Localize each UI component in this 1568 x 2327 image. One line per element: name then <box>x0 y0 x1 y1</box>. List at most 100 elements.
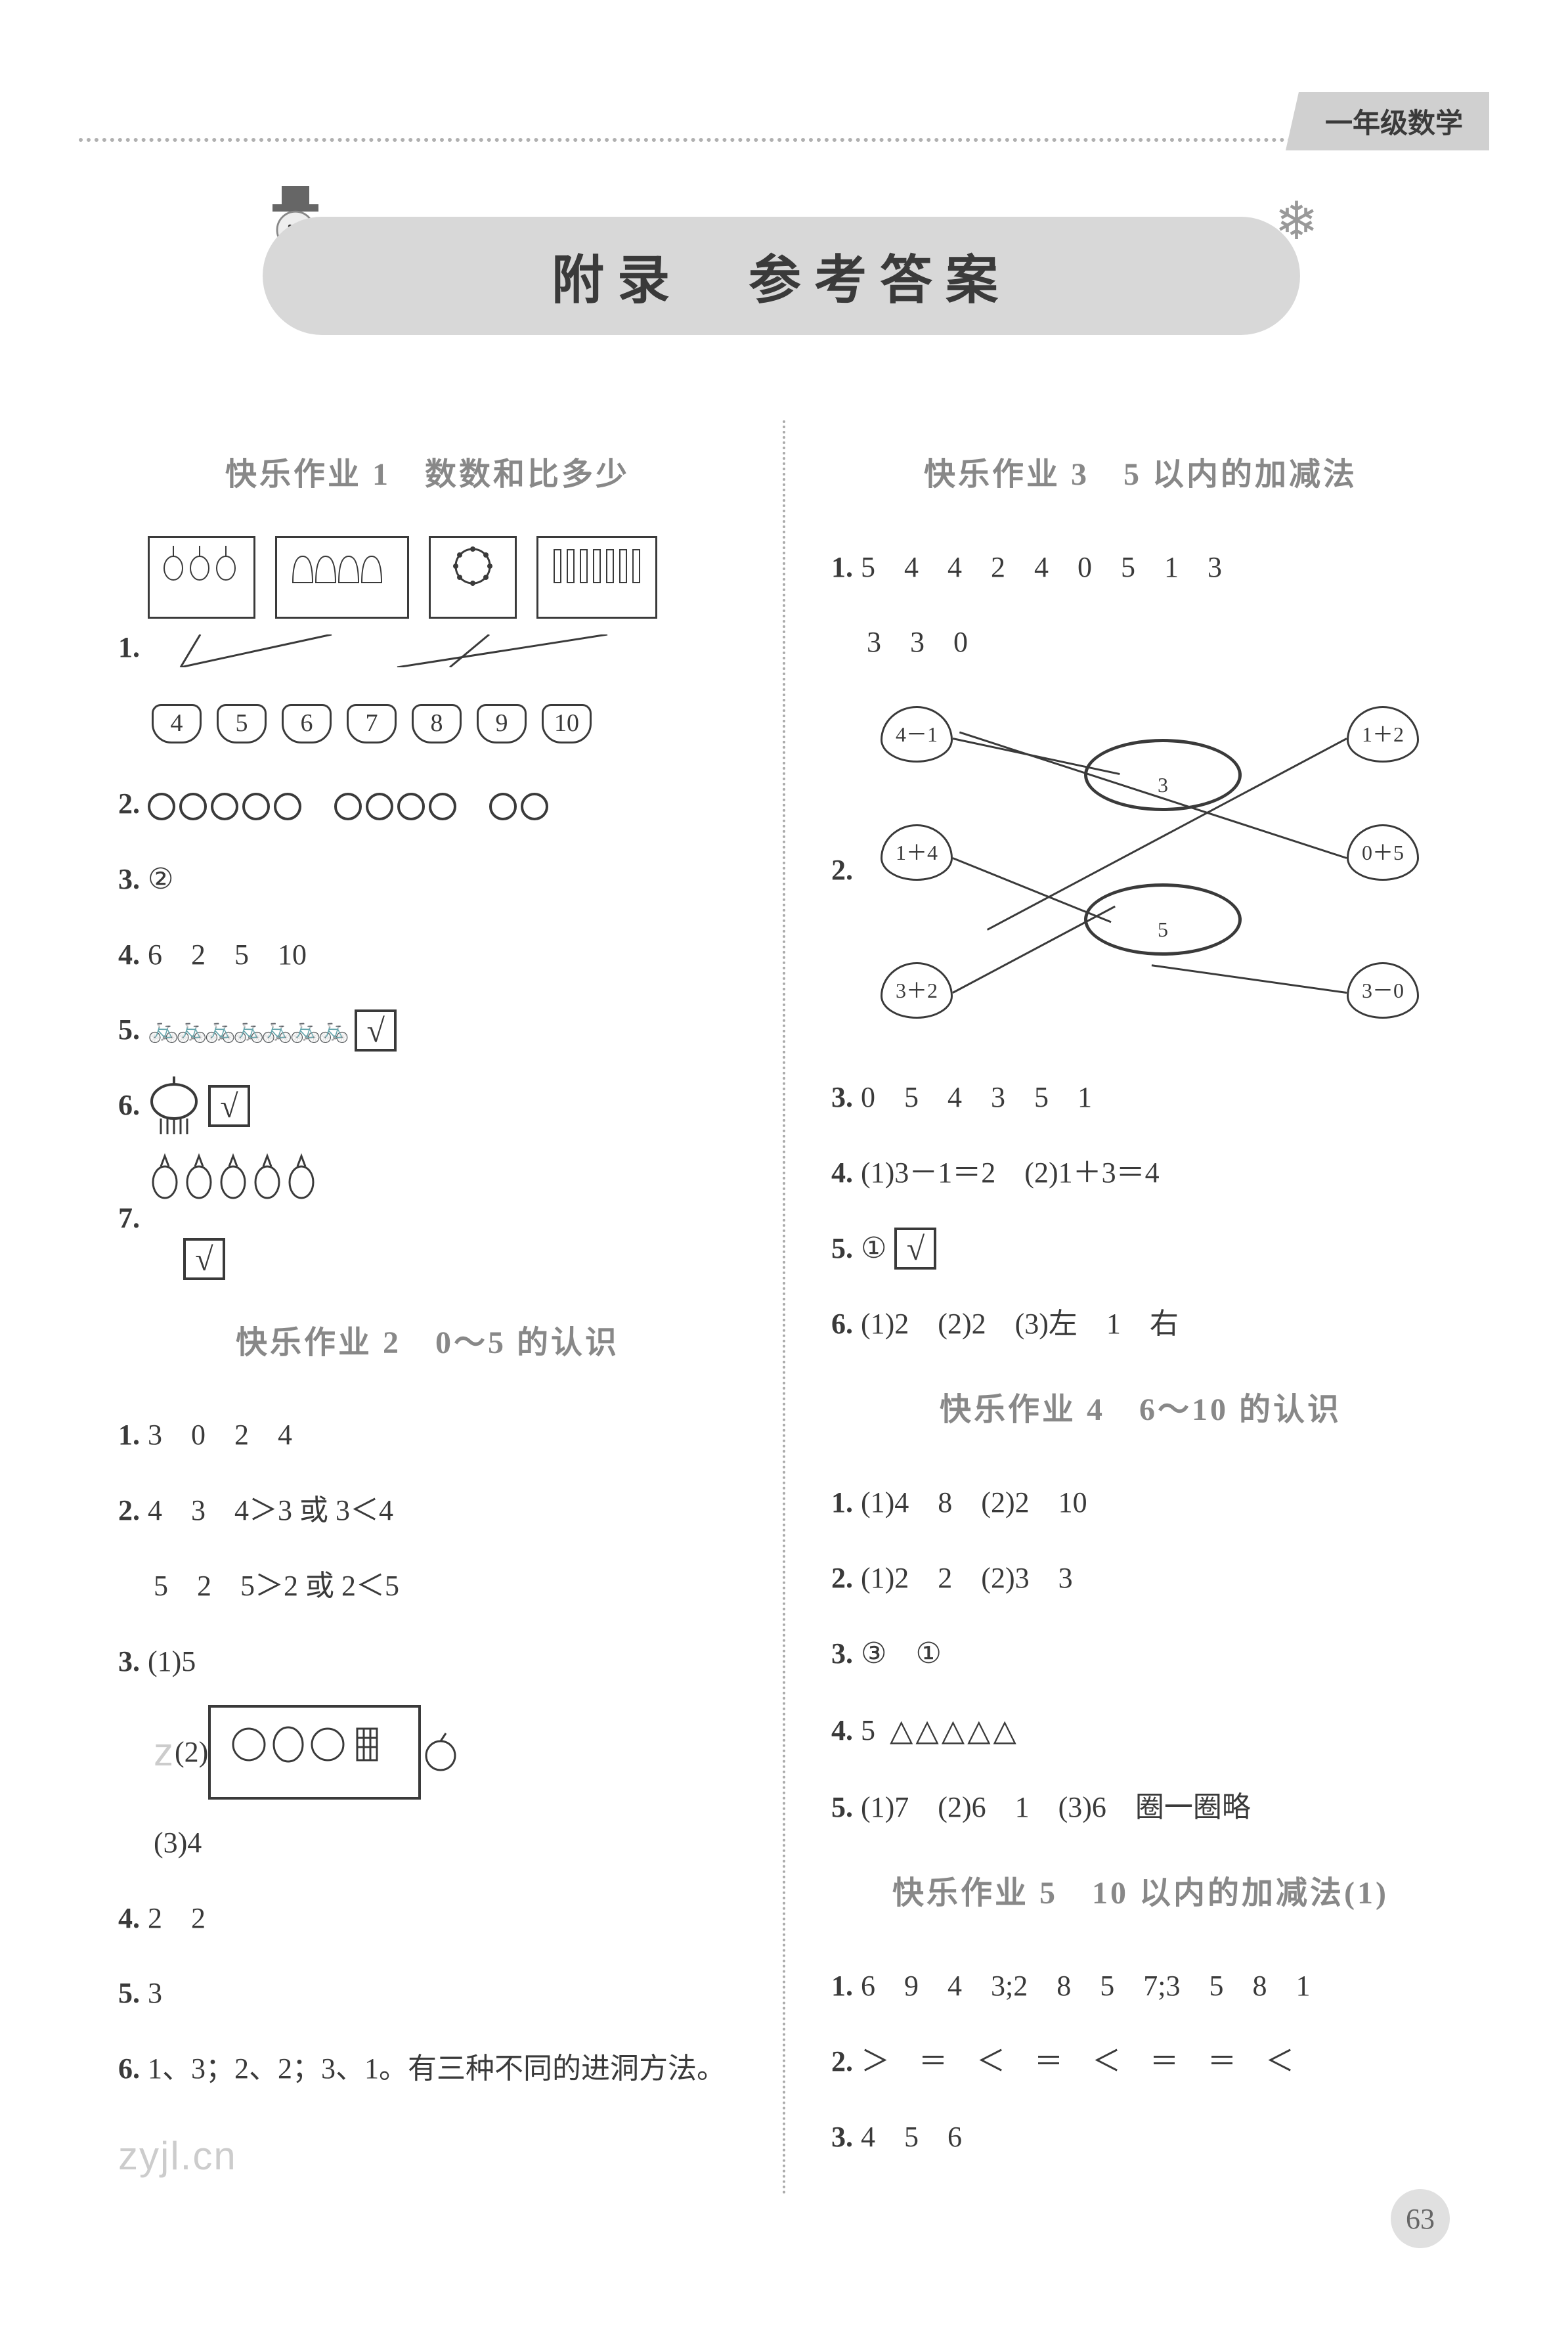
grade-subject-tag: 一年级数学 <box>1286 92 1489 150</box>
lotus-expr: 1＋4 <box>881 824 953 881</box>
s1-q6: 6. √ <box>118 1074 737 1138</box>
part-label: (2) <box>175 1721 208 1784</box>
basket: 5 <box>1084 883 1242 956</box>
cloud: 10 <box>542 704 592 743</box>
answer: 1、3；2、2；3、1。有三种不同的进洞方法。 <box>148 2037 726 2101</box>
answer: (1)3－1＝2 (2)1＋3＝4 <box>861 1141 1160 1205</box>
s1-q5: 5. 🚲🚲🚲🚲🚲🚲🚲 √ <box>118 998 737 1062</box>
section3-title: 快乐作业 3 5 以内的加减法 <box>831 440 1450 510</box>
s2-q3-1: 3.(1)5 <box>118 1630 737 1694</box>
answer: 4 3 4＞3 或 3＜4 <box>148 1479 393 1543</box>
cloud: 5 <box>217 704 267 743</box>
check-box: √ <box>183 1238 225 1280</box>
cloud: 8 <box>412 704 462 743</box>
s2-q2: 2.4 3 4＞3 或 3＜4 <box>118 1479 737 1543</box>
s3-q1: 1.5 4 4 2 4 0 5 1 3 <box>831 536 1450 600</box>
check-box: √ <box>894 1228 936 1270</box>
s3-q5: 5.①√ <box>831 1217 1450 1281</box>
check-box: √ <box>208 1085 250 1127</box>
right-column: 快乐作业 3 5 以内的加减法 1.5 4 4 2 4 0 5 1 3 3 3 … <box>831 420 1450 2196</box>
s3-q4: 4.(1)3－1＝2 (2)1＋3＝4 <box>831 1141 1450 1205</box>
answer: 4 5 6 <box>861 2106 962 2169</box>
header-dotted-rule <box>79 138 1489 142</box>
answer: (1)5 <box>148 1630 196 1694</box>
hand-box <box>275 536 409 619</box>
answer: (1)4 8 (2)2 10 <box>861 1471 1087 1535</box>
answer: 3 <box>148 1962 162 2026</box>
s3-q3: 3.0 5 4 3 5 1 <box>831 1066 1450 1130</box>
s1-q7: 7. √ <box>118 1149 737 1289</box>
ring-box <box>429 536 517 619</box>
lotus-expr: 0＋5 <box>1347 824 1419 881</box>
answer: ① <box>861 1217 886 1281</box>
cloud: 9 <box>477 704 527 743</box>
lantern-icon <box>148 1076 200 1136</box>
s4-q3: 3.③ ① <box>831 1622 1450 1686</box>
lotus-expr: 3＋2 <box>881 962 953 1019</box>
qnum: 1. <box>118 616 140 680</box>
qnum: 7. <box>118 1187 140 1251</box>
section1-title: 快乐作业 1 数数和比多少 <box>118 440 737 510</box>
s4-q2: 2.(1)2 2 (2)3 3 <box>831 1547 1450 1610</box>
cloud: 7 <box>347 704 397 743</box>
answer: 6 9 4 3;2 8 5 7;3 5 8 1 <box>861 1955 1310 2018</box>
bike-icons: 🚲🚲🚲🚲🚲🚲🚲 <box>148 1003 347 1058</box>
answer: (1)7 (2)6 1 (3)6 圈一圈略 <box>861 1776 1251 1840</box>
answer: 5 4 4 2 4 0 5 1 3 <box>861 536 1222 600</box>
banner-title: 附录 参考答案 <box>263 217 1300 335</box>
triangles: △△△△△ <box>890 1697 1019 1763</box>
s3-q6: 6.(1)2 (2)2 (3)左 1 右 <box>831 1293 1450 1356</box>
answer: (1)2 2 (2)3 3 <box>861 1547 1073 1610</box>
column-divider <box>783 420 785 2196</box>
stick-box <box>536 536 657 619</box>
s2-q3-3: (3)4 <box>154 1811 737 1875</box>
section2-title: 快乐作业 2 0～5 的认识 <box>118 1308 737 1378</box>
lotus-expr: 4－1 <box>881 706 953 763</box>
s2-q5: 5.3 <box>118 1962 737 2026</box>
lotus-expr: 3－0 <box>1347 962 1419 1019</box>
s1-q4: 4. 6 2 5 10 <box>118 923 737 987</box>
fruit-box <box>208 1705 421 1799</box>
s2-q4: 4.2 2 <box>118 1887 737 1951</box>
answer: 3 0 2 4 <box>148 1404 292 1467</box>
q1-diagram: 4 5 6 7 8 9 10 <box>148 536 673 754</box>
q2-diagram: 3 5 4－1 1＋2 1＋4 0＋5 3＋2 3－0 <box>861 686 1450 1054</box>
s5-q1: 1.6 9 4 3;2 8 5 7;3 5 8 1 <box>831 1955 1450 2018</box>
answer: 6 2 5 10 <box>148 923 307 987</box>
qnum: 4. <box>118 923 140 987</box>
s3-q1b: 3 3 0 <box>867 611 1450 675</box>
lantern-box <box>148 536 255 619</box>
qnum: 3. <box>118 848 140 912</box>
lotus-expr: 1＋2 <box>1347 706 1419 763</box>
qnum: 2. <box>118 772 140 836</box>
watermark-text: z <box>154 1709 175 1796</box>
fruit-icon <box>421 1729 460 1775</box>
s4-q5: 5.(1)7 (2)6 1 (3)6 圈一圈略 <box>831 1776 1450 1840</box>
page-number: 63 <box>1391 2189 1450 2248</box>
cloud: 4 <box>152 704 202 743</box>
cloud: 6 <box>282 704 332 743</box>
s5-q3: 3.4 5 6 <box>831 2106 1450 2169</box>
answer: (1)2 (2)2 (3)左 1 右 <box>861 1293 1179 1356</box>
s2-q6: 6.1、3；2、2；3、1。有三种不同的进洞方法。 <box>118 2037 737 2101</box>
s4-q4: 4.5 △△△△△ <box>831 1697 1450 1763</box>
answer: 0 5 4 3 5 1 <box>861 1066 1092 1130</box>
qnum: 5. <box>118 998 140 1062</box>
section4-title: 快乐作业 4 6～10 的认识 <box>831 1375 1450 1445</box>
qnum: 6. <box>118 1074 140 1138</box>
answer: ＞ ＝ ＜ ＝ ＜ ＝ ＝ ＜ <box>861 2030 1294 2094</box>
s2-q3-2: z (2) <box>154 1705 737 1799</box>
watermark-text: zyjl.cn <box>118 2113 737 2200</box>
radish-icons <box>148 1149 318 1202</box>
s1-q2: 2. <box>118 772 737 836</box>
s2-q1: 1.3 0 2 4 <box>118 1404 737 1467</box>
basket: 3 <box>1084 739 1242 811</box>
answer: 2 2 <box>148 1887 206 1951</box>
answer: ② <box>148 848 173 912</box>
s5-q2: 2.＞ ＝ ＜ ＝ ＜ ＝ ＝ ＜ <box>831 2030 1450 2094</box>
content-columns: 快乐作业 1 数数和比多少 1. <box>118 420 1450 2196</box>
answer: ③ ① <box>861 1622 942 1686</box>
section5-title: 快乐作业 5 10 以内的加减法(1) <box>831 1859 1450 1928</box>
s2-q2b: 5 2 5＞2 或 2＜5 <box>154 1555 737 1618</box>
answer: 5 <box>861 1699 875 1763</box>
